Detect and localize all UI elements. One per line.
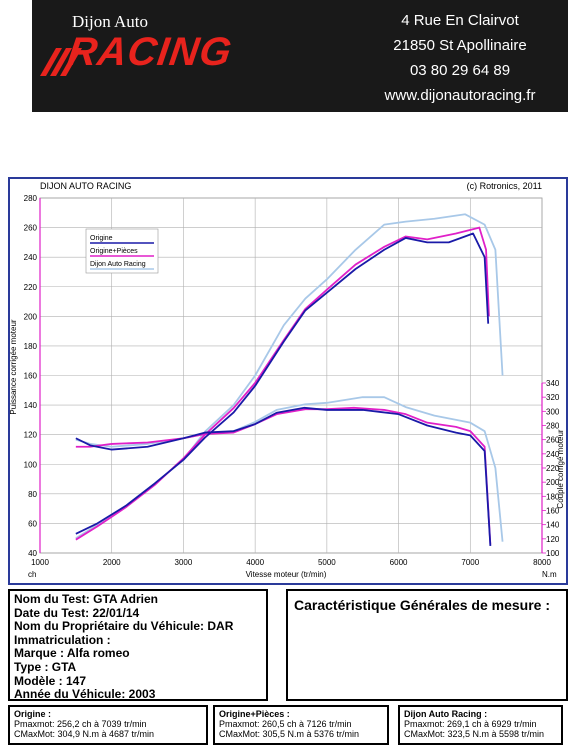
phone-number: 03 80 29 64 89 [409,62,511,79]
legend-entry: Dijon Auto Racing [90,261,146,268]
y-tick-label-left: 280 [24,194,38,203]
x-unit-right: N.m [542,570,557,579]
test-info-line: Type : GTA [14,659,77,674]
y-tick-label-left: 80 [28,490,37,499]
y-tick-label-left: 60 [28,519,37,528]
x-unit-left: ch [28,570,36,579]
summary-origine-pieces: Origine+Pièces : Pmaxmot: 260,5 ch à 712… [213,705,389,745]
test-info-box: Nom du Test: GTA Adrien Date du Test: 22… [8,589,268,701]
test-info-line: Immatriculation : [14,632,111,647]
y-tick-label-left: 140 [24,401,38,410]
x-tick-label: 5000 [318,558,336,567]
website-link[interactable]: www.dijonautoracing.fr [384,87,536,104]
chart-title: DIJON AUTO RACING [40,181,131,191]
summary-cmax: CMaxMot: 304,9 N.m à 4687 tr/min [14,729,155,739]
test-info-line: Nom du Propriétaire du Véhicule: DAR [14,619,234,634]
y-tick-label-right: 200 [546,478,560,487]
chart-axes: 1000 2000 3000 4000 5000 6000 7000 8000 40 60 80 10… [24,194,560,567]
x-tick-label: 8000 [533,558,551,567]
x-tick-label: 7000 [461,558,479,567]
y-tick-label-right: 260 [546,436,560,445]
y-tick-label-right: 100 [546,549,560,558]
summary-dijon-auto-racing: Dijon Auto Racing : Pmaxmot: 269,1 ch à … [398,705,563,745]
torque-curve-2 [75,396,504,542]
test-info-line: Modèle : 147 [14,673,87,688]
y-tick-label-left: 100 [24,460,38,469]
logo-text: Dijon Auto [72,12,149,31]
x-tick-label: 2000 [103,558,121,567]
y-tick-label-left: 180 [24,342,38,351]
torque-curve-1 [75,406,492,545]
legend-box [85,228,159,274]
measurement-box: Caractéristique Générales de mesure : [286,589,568,701]
y-tick-label-right: 340 [546,379,560,388]
power-curve-0 [75,232,490,535]
torque-curve-0 [75,406,492,546]
summary-pmax: Pmaxmot: 256,2 ch à 7039 tr/min [14,719,147,729]
y-tick-label-right: 300 [546,407,560,416]
y-tick-label-right: 120 [546,535,560,544]
y-tick-label-right: 160 [546,507,560,516]
y-tick-label-left: 40 [28,549,37,558]
y-tick-label-right: 220 [546,464,560,473]
x-tick-label: 1000 [31,558,49,567]
chart-legend: Origine Origine+Pièces Dijon Auto Racing [85,228,159,274]
logo-racing-text: RACING [64,30,235,74]
y-tick-label-left: 220 [24,283,38,292]
legend-entry: Origine [90,235,113,242]
summary-origine: Origine : Pmaxmot: 256,2 ch à 7039 tr/mi… [8,705,208,745]
chart-copyright: (c) Rotronics, 2011 [467,181,542,191]
y-tick-label-left: 160 [24,372,38,381]
y-tick-label-right: 280 [546,422,560,431]
chart-svg: 1000 2000 3000 4000 5000 6000 7000 8000 40 60 80 10… [10,181,565,579]
x-tick-label: 4000 [246,558,264,567]
y-axis-label-right: Couple corrigé moteur [556,429,565,508]
test-info-line: Date du Test: 22/01/14 [14,605,140,620]
summary-cmax: CMaxMot: 323,5 N.m à 5598 tr/min [404,729,545,739]
summary-title: Origine : [14,709,52,719]
address-line-2: 21850 St Apollinaire [393,37,527,54]
summary-pmax: Pmaxmot: 269,1 ch à 6929 tr/min [404,719,537,729]
y-axis-label-left: Puissance corrigée moteur [10,319,18,414]
y-tick-label-right: 140 [546,521,560,530]
y-tick-label-left: 200 [24,312,38,321]
test-info-line: Marque : Alfa romeo [14,646,130,661]
y-tick-label-right: 320 [546,393,560,402]
summary-pmax: Pmaxmot: 260,5 ch à 7126 tr/min [219,719,352,729]
chart-series [75,213,504,546]
summary-title: Origine+Pièces : [219,709,290,719]
summary-cmax: CMaxMot: 305,5 N.m à 5376 tr/min [219,729,360,739]
summary-title: Dijon Auto Racing : [404,709,488,719]
y-tick-label-left: 240 [24,253,38,262]
header-banner: Dijon Auto RACING 4 Rue En Clairvot 2185… [32,0,568,112]
test-info-line: Nom du Test: GTA Adrien [14,592,158,606]
y-tick-label-left: 260 [24,224,38,233]
y-tick-label-right: 240 [546,450,560,459]
x-tick-label: 3000 [175,558,193,567]
x-axis-label: Vitesse moteur (tr/min) [246,570,327,579]
dyno-chart: 1000 2000 3000 4000 5000 6000 7000 8000 40 60 80 10… [8,177,568,585]
x-tick-label: 6000 [390,558,408,567]
y-tick-label-right: 180 [546,492,560,501]
y-tick-label-left: 120 [24,431,38,440]
legend-entry: Origine+Pièces [90,248,138,255]
contact-block: 4 Rue En Clairvot 21850 St Apollinaire 0… [370,8,550,108]
power-curve-1 [75,226,490,541]
address-line-1: 4 Rue En Clairvot [401,12,519,29]
test-info-line: Année du Véhicule: 2003 [14,687,156,701]
racing-stripes-icon [40,48,82,76]
measurement-title: Caractéristique Générales de mesure : [294,597,551,613]
